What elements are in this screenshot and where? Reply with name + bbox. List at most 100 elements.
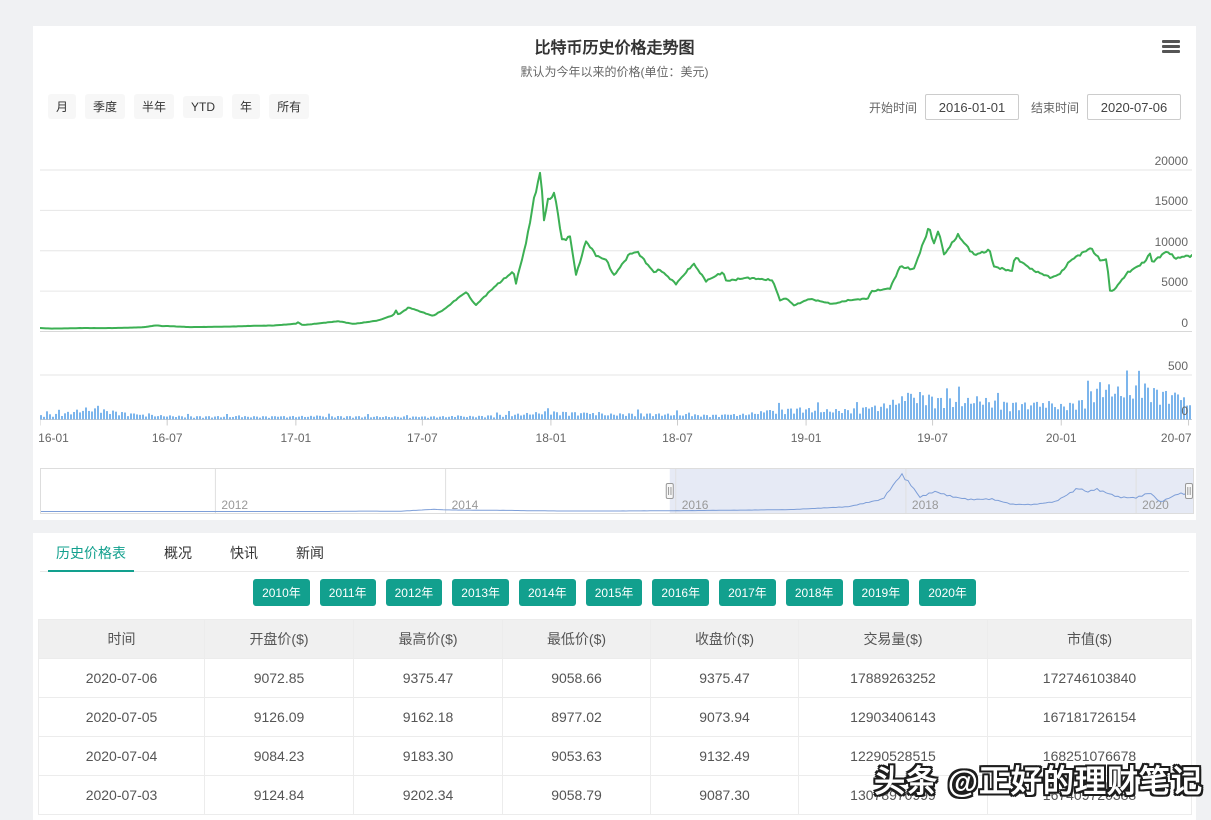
x-axis-tick-label: 19-01 [790, 431, 822, 445]
navigator-year-label: 2012 [221, 498, 248, 512]
table-cell: 2020-07-03 [38, 775, 205, 815]
x-axis-tick-label: 16-07 [151, 431, 183, 445]
range-button-0[interactable]: 月 [48, 94, 77, 119]
price-volume-chart[interactable] [40, 140, 1192, 440]
date-range-controls: 开始时间 结束时间 [869, 94, 1181, 120]
chart-navigator[interactable]: 2012 2014 2016 2018 2020 [40, 468, 1194, 514]
table-cell: 9126.09 [204, 697, 354, 737]
table-cell: 2020-07-05 [38, 697, 205, 737]
hamburger-menu-icon[interactable] [1162, 40, 1180, 54]
table-cell: 9375.47 [650, 658, 799, 698]
range-button-4[interactable]: 年 [232, 94, 261, 119]
price-ytick-label: 0 [1181, 315, 1188, 330]
year-button-7[interactable]: 2017年 [719, 579, 776, 606]
x-axis-tick-label: 17-07 [406, 431, 438, 445]
table-cell: 2020-07-06 [38, 658, 205, 698]
table-header-row: 时间 开盘价($) 最高价($) 最低价($) 收盘价($) 交易量($) 市值($) [38, 619, 1192, 659]
watermark: 头条 @正好的理财笔记 [874, 764, 1203, 799]
table-row: 2020-07-05 9126.09 9162.18 8977.02 9073.94 12… [38, 697, 1192, 737]
table-cell: 9073.94 [650, 697, 799, 737]
tab-2[interactable]: 快讯 [230, 545, 258, 561]
table-header-cell: 开盘价($) [204, 619, 354, 659]
navigator-left-handle-icon[interactable] [665, 483, 674, 499]
table-cell: 9202.34 [353, 775, 503, 815]
price-ytick-label: 10000 [1154, 234, 1188, 249]
range-button-1[interactable]: 季度 [85, 94, 126, 119]
price-ytick-label: 20000 [1154, 154, 1188, 168]
table-row: 2020-07-03 9124.84 9202.34 9058.79 9087.30 13… [38, 775, 1192, 815]
x-axis-tick-label: 20-01 [1045, 431, 1077, 445]
table-cell: 167409720388 [987, 775, 1192, 815]
table-cell: 12290528515 [798, 736, 988, 776]
start-date-label: 开始时间 [868, 100, 917, 115]
table-cell: 9084.23 [204, 736, 354, 776]
table-cell: 9053.63 [502, 736, 651, 776]
chart-subtitle: 默认为今年以来的价格(单位：美元) [520, 65, 709, 79]
tab-bar: 历史价格表 概况 快讯 新闻 [40, 537, 1189, 572]
table-header-cell: 最高价($) [353, 619, 503, 659]
table-row: 2020-07-06 9072.85 9375.47 9058.66 9375.47 17… [38, 658, 1192, 698]
year-button-6[interactable]: 2016年 [652, 579, 710, 606]
history-table-card: 历史价格表 概况 快讯 新闻 2010年 2011年 2012年 2013年 2014年 201… [33, 533, 1196, 820]
x-axis-tick-label: 16-01 [38, 431, 69, 445]
table-cell: 9375.47 [353, 658, 503, 698]
year-button-1[interactable]: 2011年 [319, 579, 376, 606]
table-cell: 12903406143 [798, 697, 988, 737]
table-header-cell: 交易量($) [798, 619, 988, 659]
chart-title: 比特币历史价格走势图 [534, 40, 695, 57]
table-cell: 9132.49 [650, 736, 799, 776]
table-header-cell: 时间 [38, 619, 205, 659]
year-button-9[interactable]: 2019年 [852, 579, 910, 606]
table-cell: 9058.79 [502, 775, 651, 815]
volume-ytick-label: 0 [1181, 403, 1188, 418]
start-date-input[interactable] [924, 94, 1019, 120]
range-button-5[interactable]: 所有 [269, 94, 310, 119]
end-date-input[interactable] [1087, 94, 1181, 120]
table-cell: 168251076678 [987, 736, 1192, 776]
navigator-year-label: 2014 [452, 498, 479, 512]
year-filter-buttons: 2010年 2011年 2012年 2013年 2014年 2015年 2016年 2017年… [33, 579, 1196, 606]
year-button-5[interactable]: 2015年 [585, 579, 643, 606]
navigator-year-label: 2018 [912, 498, 939, 512]
range-button-2[interactable]: 半年 [134, 94, 175, 119]
table-header-cell: 收盘价($) [650, 619, 799, 659]
table-cell: 172746103840 [987, 658, 1192, 698]
price-chart-card: 比特币历史价格走势图 默认为今年以来的价格(单位：美元) 月季度 半年 YTD 年所有… [33, 26, 1196, 520]
end-date-label: 结束时间 [1030, 100, 1079, 115]
x-axis-tick-label: 18-07 [662, 431, 693, 445]
table-cell: 9058.66 [502, 658, 651, 698]
year-button-0[interactable]: 2010年 [253, 579, 310, 606]
x-axis-tick-label: 19-07 [917, 431, 948, 445]
tab-3[interactable]: 新闻 [296, 545, 324, 561]
price-ytick-label: 5000 [1161, 275, 1188, 290]
x-axis-tick-label: 18-01 [535, 431, 567, 445]
navigator-year-label: 2016 [682, 498, 709, 512]
year-button-10[interactable]: 2020年 [919, 579, 976, 606]
table-cell: 9087.30 [650, 775, 799, 815]
x-axis-tick-label: 20-07 [1160, 431, 1192, 445]
table-header-cell: 市值($) [987, 619, 1192, 659]
year-button-2[interactable]: 2012年 [385, 579, 443, 606]
table-cell: 9183.30 [353, 736, 503, 776]
price-ytick-label: 15000 [1154, 194, 1188, 209]
volume-ytick-label: 500 [1167, 359, 1188, 373]
tab-0[interactable]: 历史价格表 [48, 537, 134, 572]
table-row: 2020-07-04 9084.23 9183.30 9053.63 9132.49 12… [38, 736, 1192, 776]
year-button-8[interactable]: 2018年 [785, 579, 843, 606]
history-price-table: 时间 开盘价($) 最高价($) 最低价($) 收盘价($) 交易量($) 市值($) 202… [38, 619, 1192, 815]
tab-1[interactable]: 概况 [164, 545, 192, 561]
table-cell: 167181726154 [987, 697, 1192, 737]
table-cell: 2020-07-04 [38, 736, 205, 776]
navigator-right-handle-icon[interactable] [1185, 483, 1193, 499]
range-button-3[interactable]: YTD [183, 96, 224, 118]
table-cell: 9072.85 [204, 658, 354, 698]
year-button-3[interactable]: 2013年 [452, 579, 509, 606]
x-axis-tick-label: 17-01 [280, 431, 312, 445]
year-button-4[interactable]: 2014年 [519, 579, 576, 606]
table-cell: 9124.84 [204, 775, 354, 815]
table-header-cell: 最低价($) [502, 619, 651, 659]
table-cell: 17889263252 [798, 658, 988, 698]
range-selector: 月季度 半年 YTD 年所有 [48, 94, 318, 119]
table-cell: 8977.02 [502, 697, 651, 737]
